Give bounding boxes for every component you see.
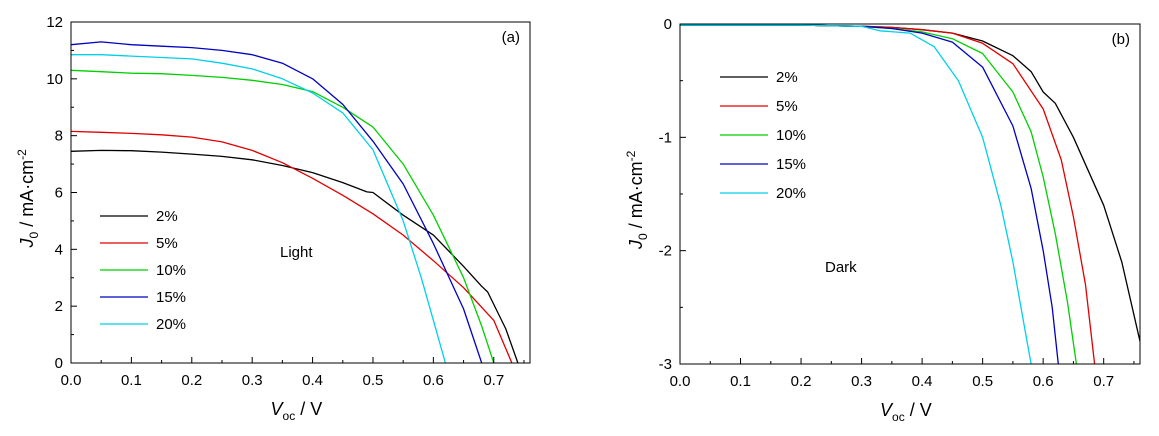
y-tick-label: 8 (55, 128, 63, 145)
legend-label: 2% (776, 69, 798, 86)
legend-label: 15% (156, 289, 186, 306)
series-line-2pct (680, 24, 1140, 342)
y-axis-label: J0 / mA·cm-2 (624, 150, 650, 250)
x-tick-label: 0.3 (242, 372, 263, 389)
panel-b: 0.0 0.1 0.2 0.3 0.4 0.5 0.6 0.7 -3 -2 -1 0 Voc / V J0… (624, 16, 1141, 424)
legend-label: 10% (156, 262, 186, 279)
series-line-10pct (680, 24, 1078, 364)
legend-label: 5% (776, 98, 798, 115)
series-line-2pct (71, 149, 519, 363)
series-lines (680, 24, 1140, 364)
y-tick-label: 6 (55, 185, 63, 202)
x-tick-label: 0.6 (1033, 373, 1054, 390)
legend: 2% 5% 10% 15% 20% (720, 69, 806, 202)
x-tick-label: 0.7 (1093, 373, 1114, 390)
y-tick-label: 2 (55, 298, 63, 315)
y-tick-label: -2 (659, 243, 672, 260)
legend-label: 2% (156, 208, 178, 225)
x-tick-label: 0.6 (423, 372, 444, 389)
series-line-5pct (71, 130, 513, 363)
plot-frame (679, 23, 1141, 365)
x-tick-label: 0.0 (61, 372, 82, 389)
legend-label: 20% (156, 316, 186, 333)
y-tick-label: 4 (55, 241, 63, 258)
legend-label: 5% (156, 235, 178, 252)
y-tick-label: -3 (659, 356, 672, 373)
legend-label: 20% (776, 185, 806, 202)
y-axis-label: J0 / mA·cm-2 (15, 149, 41, 249)
series-lines (71, 41, 519, 363)
legend: 2% 5% 10% 15% 20% (100, 208, 186, 333)
x-tick-label: 0.5 (363, 372, 384, 389)
x-axis-label: Voc / V (880, 400, 932, 424)
panel-label: (a) (502, 29, 520, 46)
x-tick-label: 0.4 (912, 373, 933, 390)
condition-annotation: Dark (825, 259, 857, 276)
series-line-20pct (680, 24, 1032, 364)
x-tick-label: 0.2 (791, 373, 812, 390)
x-tick-label: 0.1 (730, 373, 751, 390)
series-line-15pct (71, 41, 483, 363)
series-line-20pct (71, 54, 447, 363)
x-axis-label: Voc / V (271, 399, 323, 423)
x-tick-label: 0.7 (483, 372, 504, 389)
x-tick-label: 0.5 (972, 373, 993, 390)
legend-label: 15% (776, 156, 806, 173)
y-tick-label: 0 (664, 16, 672, 33)
series-line-10pct (71, 69, 495, 363)
series-line-15pct (680, 24, 1059, 364)
legend-label: 10% (776, 127, 806, 144)
y-tick-label: -1 (659, 129, 672, 146)
x-tick-label: 0.4 (302, 372, 323, 389)
x-tick-label: 0.0 (670, 373, 691, 390)
panel-label: (b) (1112, 31, 1130, 48)
y-tick-label: 0 (55, 355, 63, 372)
x-tick-label: 0.2 (181, 372, 202, 389)
x-tick-label: 0.3 (851, 373, 872, 390)
x-tick-label: 0.1 (121, 372, 142, 389)
y-tick-label: 12 (46, 14, 63, 31)
y-tick-label: 10 (46, 71, 63, 88)
condition-annotation: Light (280, 244, 313, 261)
panel-a: 0.0 0.1 0.2 0.3 0.4 0.5 0.6 0.7 0 2 4 6 8 10 12 Voc / V… (15, 14, 531, 423)
